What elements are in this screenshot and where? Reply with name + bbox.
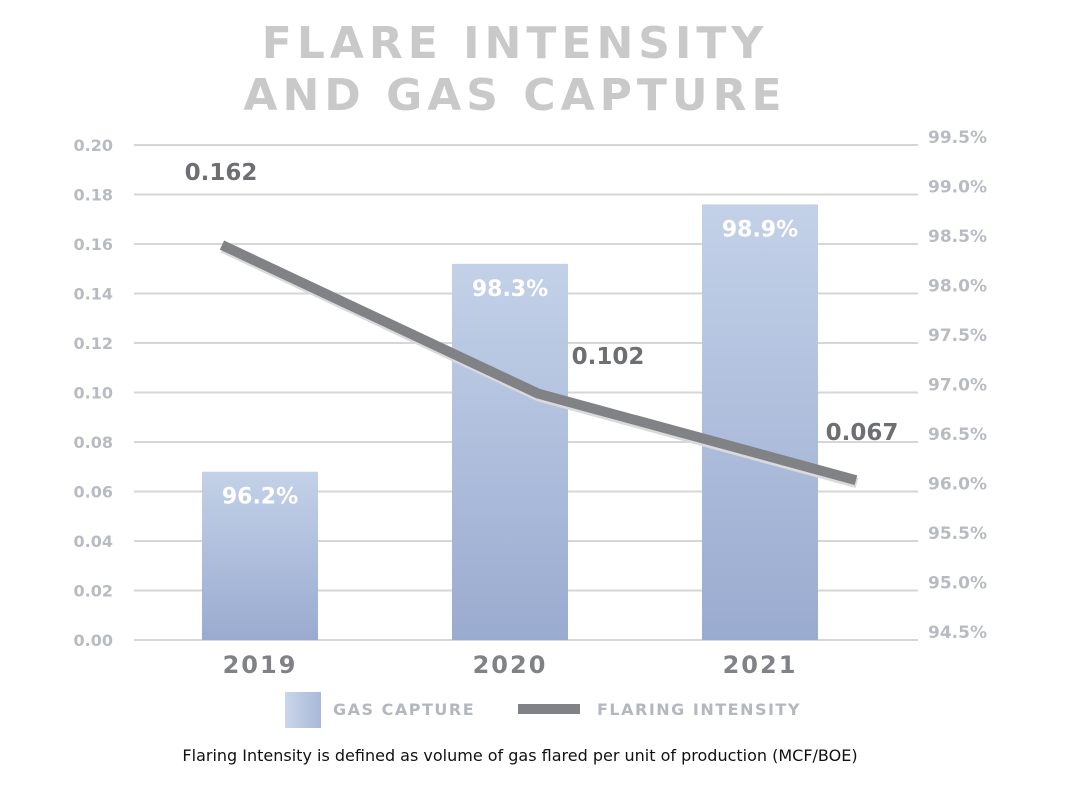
chart-title-line-2: AND GAS CAPTURE xyxy=(243,70,787,121)
left-axis-tick-label: 0.14 xyxy=(74,285,113,304)
legend-flaring-intensity-swatch xyxy=(518,704,580,714)
left-axis-tick-label: 0.06 xyxy=(74,483,113,502)
right-axis-tick-label: 97.0% xyxy=(928,376,987,396)
right-axis-tick-label: 95.5% xyxy=(928,524,987,544)
legend-flaring-intensity-label: FLARING INTENSITY xyxy=(597,700,801,719)
left-axis-tick-label: 0.00 xyxy=(74,631,113,650)
left-axis-tick-label: 0.18 xyxy=(74,186,113,205)
right-axis-tick-label: 96.5% xyxy=(928,425,987,445)
right-axis-tick-label: 99.5% xyxy=(928,128,987,148)
gas-capture-bar xyxy=(702,204,818,640)
footnote: Flaring Intensity is defined as volume o… xyxy=(182,746,858,765)
left-axis-tick-label: 0.10 xyxy=(74,384,113,403)
flaring-intensity-data-label: 0.162 xyxy=(185,160,258,186)
left-axis-tick-label: 0.16 xyxy=(74,235,113,254)
chart-title-line-1: FLARE INTENSITY xyxy=(261,18,769,69)
year-label: 2021 xyxy=(723,651,798,679)
flaring-intensity-line xyxy=(219,240,858,485)
gas-capture-bar xyxy=(452,263,568,640)
gas-capture-data-label: 96.2% xyxy=(222,485,298,510)
left-axis-tick-label: 0.02 xyxy=(74,582,113,601)
right-axis-tick-label: 95.0% xyxy=(928,574,987,594)
left-axis-tick-label: 0.04 xyxy=(74,532,113,551)
year-label: 2019 xyxy=(223,651,298,679)
legend-gas-capture-swatch xyxy=(285,692,321,728)
year-label: 2020 xyxy=(473,651,548,679)
flaring-intensity-data-label: 0.067 xyxy=(826,420,899,446)
right-axis-tick-label: 98.0% xyxy=(928,277,987,297)
right-axis-tick-label: 99.0% xyxy=(928,178,987,198)
legend-gas-capture-label: GAS CAPTURE xyxy=(333,700,476,719)
right-axis-tick-label: 96.0% xyxy=(928,475,987,495)
left-axis-tick-label: 0.20 xyxy=(74,136,113,155)
left-axis-tick-label: 0.08 xyxy=(74,433,113,452)
left-axis-tick-label: 0.12 xyxy=(74,334,113,353)
right-axis-tick-label: 94.5% xyxy=(928,623,987,643)
gas-capture-data-label: 98.3% xyxy=(472,277,548,302)
right-axis-tick-label: 98.5% xyxy=(928,227,987,247)
gas-capture-data-label: 98.9% xyxy=(722,217,798,242)
gas-capture-bar xyxy=(202,471,318,640)
flaring-intensity-data-label: 0.102 xyxy=(572,344,645,370)
right-axis-tick-label: 97.5% xyxy=(928,326,987,346)
